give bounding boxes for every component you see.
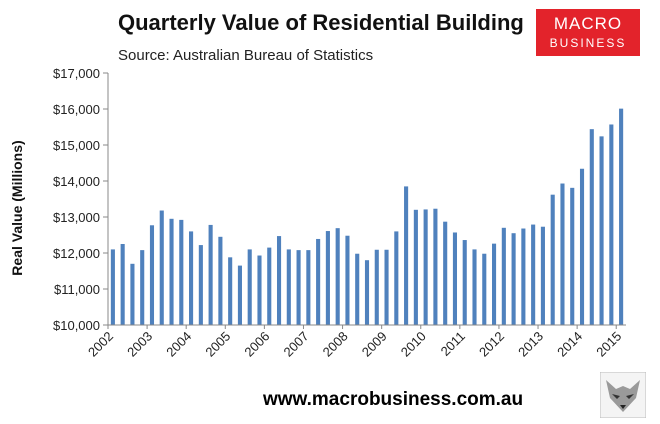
x-tick-label: 2012	[476, 329, 507, 360]
bar-30	[404, 186, 409, 325]
x-tick-label: 2008	[320, 329, 351, 360]
bar-34	[443, 221, 448, 325]
bar-20	[306, 250, 311, 325]
y-tick-label: $17,000	[53, 66, 100, 81]
bar-40	[501, 227, 506, 325]
y-tick-label: $16,000	[53, 102, 100, 117]
bar-38	[482, 253, 487, 325]
x-tick-label: 2003	[124, 329, 155, 360]
footer-url[interactable]: www.macrobusiness.com.au	[263, 389, 524, 410]
y-axis-label: Real Value (Millions)	[9, 140, 25, 275]
bar-37	[472, 249, 477, 325]
bar-25	[355, 253, 360, 325]
bar-24	[345, 235, 350, 325]
bar-4	[149, 225, 155, 325]
bar-12	[228, 257, 233, 325]
x-tick-label: 2005	[202, 329, 233, 360]
bar-0	[110, 249, 115, 325]
bar-29	[394, 231, 399, 325]
x-tick-label: 2013	[515, 329, 546, 360]
bar-43	[531, 224, 536, 325]
bar-8	[189, 231, 194, 325]
bar-39	[492, 243, 497, 325]
y-tick-label: $12,000	[53, 246, 100, 261]
x-tick-label: 2011	[438, 329, 468, 359]
bar-50	[599, 136, 604, 325]
bar-1	[120, 244, 125, 325]
bar-19	[296, 250, 301, 325]
bar-27	[374, 249, 379, 325]
logo-line-2: BUSINESS	[549, 36, 627, 50]
bar-33	[433, 208, 438, 325]
y-tick-labels: $10,000 $11,000 $12,000 $13,000 $14,000 $15,0…	[53, 66, 100, 333]
macrobusiness-logo[interactable]: MACRO BUSINESS	[536, 9, 640, 56]
bar-15	[257, 255, 262, 325]
x-tick-labels: 2002 2003 2004 2005 2006 2007 2008 2009 2010 2011…	[85, 329, 624, 360]
y-tick-label: $13,000	[53, 210, 100, 225]
logo-line-1: MACRO	[553, 14, 623, 33]
bar-26	[364, 260, 370, 325]
bar-22	[325, 231, 330, 325]
bar-42	[521, 228, 526, 325]
bar-series	[110, 108, 624, 325]
y-tick-label: $15,000	[53, 138, 100, 153]
bar-28	[384, 249, 389, 325]
x-tick-label: 2014	[554, 329, 585, 360]
x-tick-label: 2004	[163, 329, 194, 360]
fox-mascot-icon	[600, 372, 646, 418]
x-tick-label: 2006	[241, 329, 272, 360]
bar-32	[423, 209, 428, 325]
bar-5	[159, 210, 164, 325]
x-tick-label: 2007	[281, 329, 312, 360]
bar-48	[579, 168, 585, 325]
bar-21	[316, 238, 321, 325]
bar-35	[452, 232, 458, 325]
y-tick-label: $14,000	[53, 174, 100, 189]
bar-7	[179, 219, 184, 325]
bar-52	[619, 108, 624, 325]
bar-17	[276, 236, 282, 325]
bar-18	[286, 249, 291, 325]
chart-title: Quarterly Value of Residential Building	[118, 10, 524, 35]
bar-2	[130, 263, 135, 325]
bar-13	[237, 265, 242, 325]
bar-44	[540, 226, 545, 325]
bar-10	[208, 224, 213, 325]
bar-23	[335, 228, 340, 325]
bar-51	[609, 124, 614, 325]
x-tick-label: 2002	[85, 329, 116, 360]
chart-subtitle: Source: Australian Bureau of Statistics	[118, 47, 374, 64]
bar-6	[169, 218, 174, 325]
bar-41	[511, 233, 516, 325]
bar-45	[550, 194, 555, 325]
bar-3	[140, 250, 145, 325]
y-tick-label: $10,000	[53, 318, 100, 333]
x-tick-label: 2009	[359, 329, 390, 360]
bar-14	[247, 249, 252, 325]
bar-36	[462, 240, 467, 325]
x-tick-label: 2010	[398, 329, 429, 360]
y-tick-label: $11,000	[54, 282, 100, 297]
bar-9	[198, 245, 203, 325]
bar-46	[560, 183, 565, 325]
axes	[103, 72, 626, 329]
bar-31	[413, 209, 418, 325]
bar-16	[267, 247, 272, 325]
bar-47	[570, 187, 575, 325]
bar-11	[218, 236, 223, 325]
bar-49	[589, 129, 594, 325]
x-tick-label: 2015	[593, 329, 624, 360]
